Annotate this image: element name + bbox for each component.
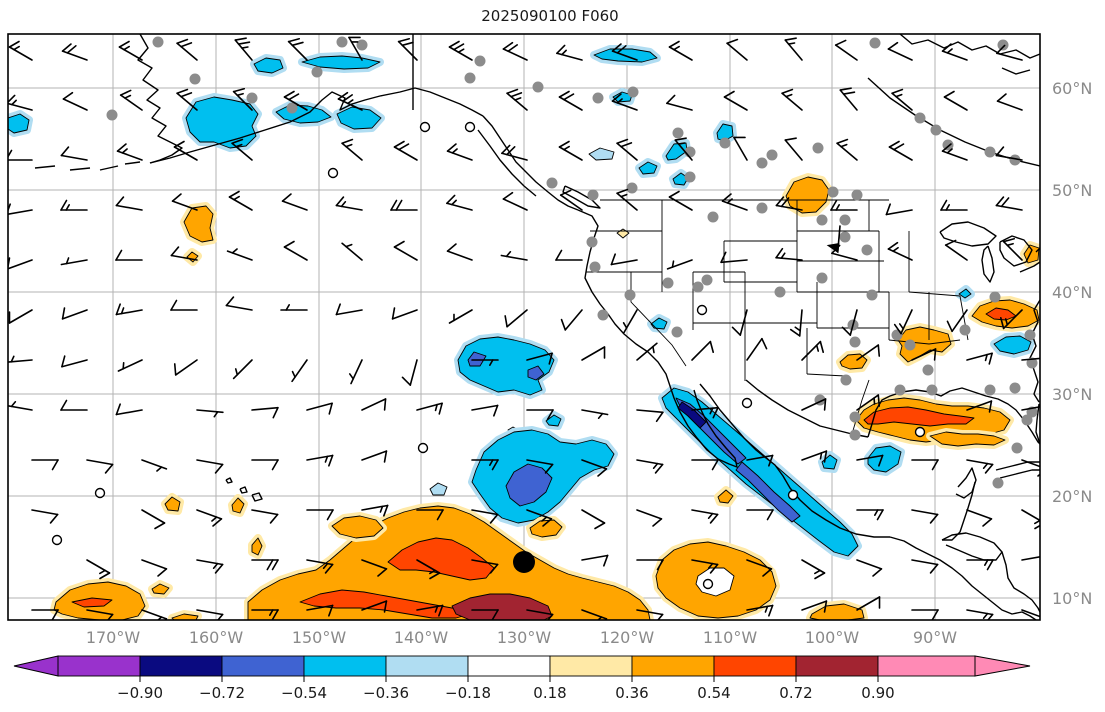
- svg-text:10°N: 10°N: [1052, 589, 1092, 608]
- svg-text:0.18: 0.18: [533, 684, 566, 702]
- svg-text:100°W: 100°W: [805, 628, 860, 647]
- plot-frame: [7, 33, 1041, 621]
- longitude-axis-labels: 170°W 160°W 150°W 140°W 130°W 120°W 110°W 100°W…: [86, 628, 957, 647]
- svg-text:−0.18: −0.18: [445, 684, 491, 702]
- latitude-axis-labels: 60°N 50°N 40°N 30°N 20°N 10°N: [1052, 79, 1092, 608]
- svg-text:160°W: 160°W: [189, 628, 244, 647]
- svg-text:60°N: 60°N: [1052, 79, 1092, 98]
- svg-text:0.90: 0.90: [861, 684, 894, 702]
- station-dots: [106, 36, 1038, 489]
- svg-text:150°W: 150°W: [292, 628, 347, 647]
- colorbar: −0.90 −0.72 −0.54 −0.36 −0.18 0.18 0.36 0.54 0.7…: [13, 655, 1031, 702]
- svg-text:30°N: 30°N: [1052, 385, 1092, 404]
- svg-text:120°W: 120°W: [600, 628, 655, 647]
- wind-barbs: [8, 36, 1040, 620]
- grid-lines: [8, 34, 1040, 620]
- svg-text:−0.90: −0.90: [117, 684, 163, 702]
- coastlines: [34, 34, 1040, 620]
- svg-text:110°W: 110°W: [703, 628, 758, 647]
- svg-text:170°W: 170°W: [86, 628, 141, 647]
- svg-text:0.72: 0.72: [779, 684, 812, 702]
- svg-text:140°W: 140°W: [394, 628, 449, 647]
- svg-text:−0.36: −0.36: [363, 684, 409, 702]
- svg-text:130°W: 130°W: [497, 628, 552, 647]
- svg-text:50°N: 50°N: [1052, 181, 1092, 200]
- svg-text:−0.72: −0.72: [199, 684, 245, 702]
- chart-title: 2025090100 F060: [481, 7, 618, 25]
- svg-text:0.54: 0.54: [697, 684, 730, 702]
- svg-text:20°N: 20°N: [1052, 487, 1092, 506]
- svg-text:40°N: 40°N: [1052, 283, 1092, 302]
- filled-contours: [8, 45, 1040, 620]
- svg-text:−0.54: −0.54: [281, 684, 327, 702]
- map-area: [8, 34, 1040, 620]
- svg-text:0.36: 0.36: [615, 684, 648, 702]
- special-marker: [513, 551, 535, 573]
- svg-text:90°W: 90°W: [913, 628, 957, 647]
